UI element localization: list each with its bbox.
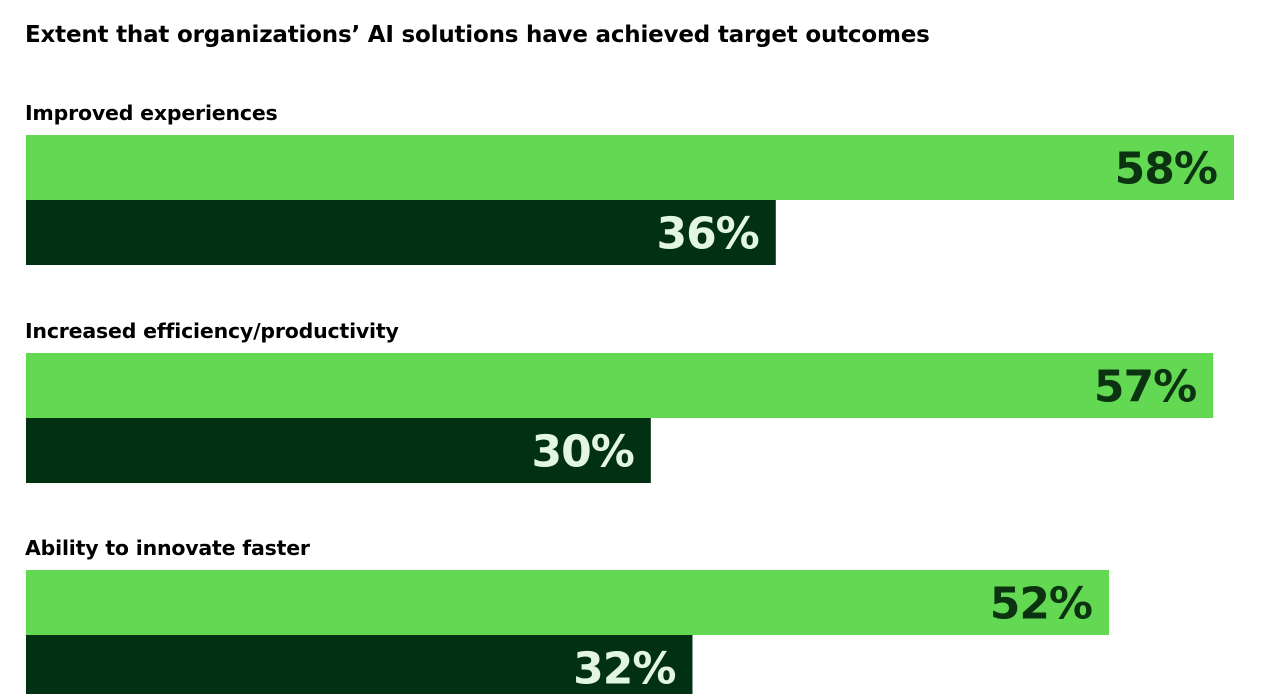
chart-body: Improved experiences 58% 36% Increased effi… (25, 101, 1234, 694)
category-label: Improved experiences (25, 101, 278, 125)
value-label: 36% (656, 209, 758, 260)
value-label: 52% (990, 579, 1092, 630)
bar (26, 418, 651, 483)
value-label: 57% (1094, 362, 1196, 413)
category-label: Increased efficiency/productivity (25, 319, 399, 343)
chart-title: Extent that organizations’ AI solutions … (25, 22, 930, 48)
bar (26, 135, 1234, 200)
bar (26, 570, 1110, 635)
category-label: Ability to innovate faster (25, 536, 311, 560)
bar (26, 353, 1214, 418)
bar (26, 635, 693, 694)
value-label: 30% (531, 427, 633, 478)
value-label: 32% (573, 644, 675, 694)
value-label: 58% (1115, 144, 1217, 195)
bar (26, 200, 776, 265)
